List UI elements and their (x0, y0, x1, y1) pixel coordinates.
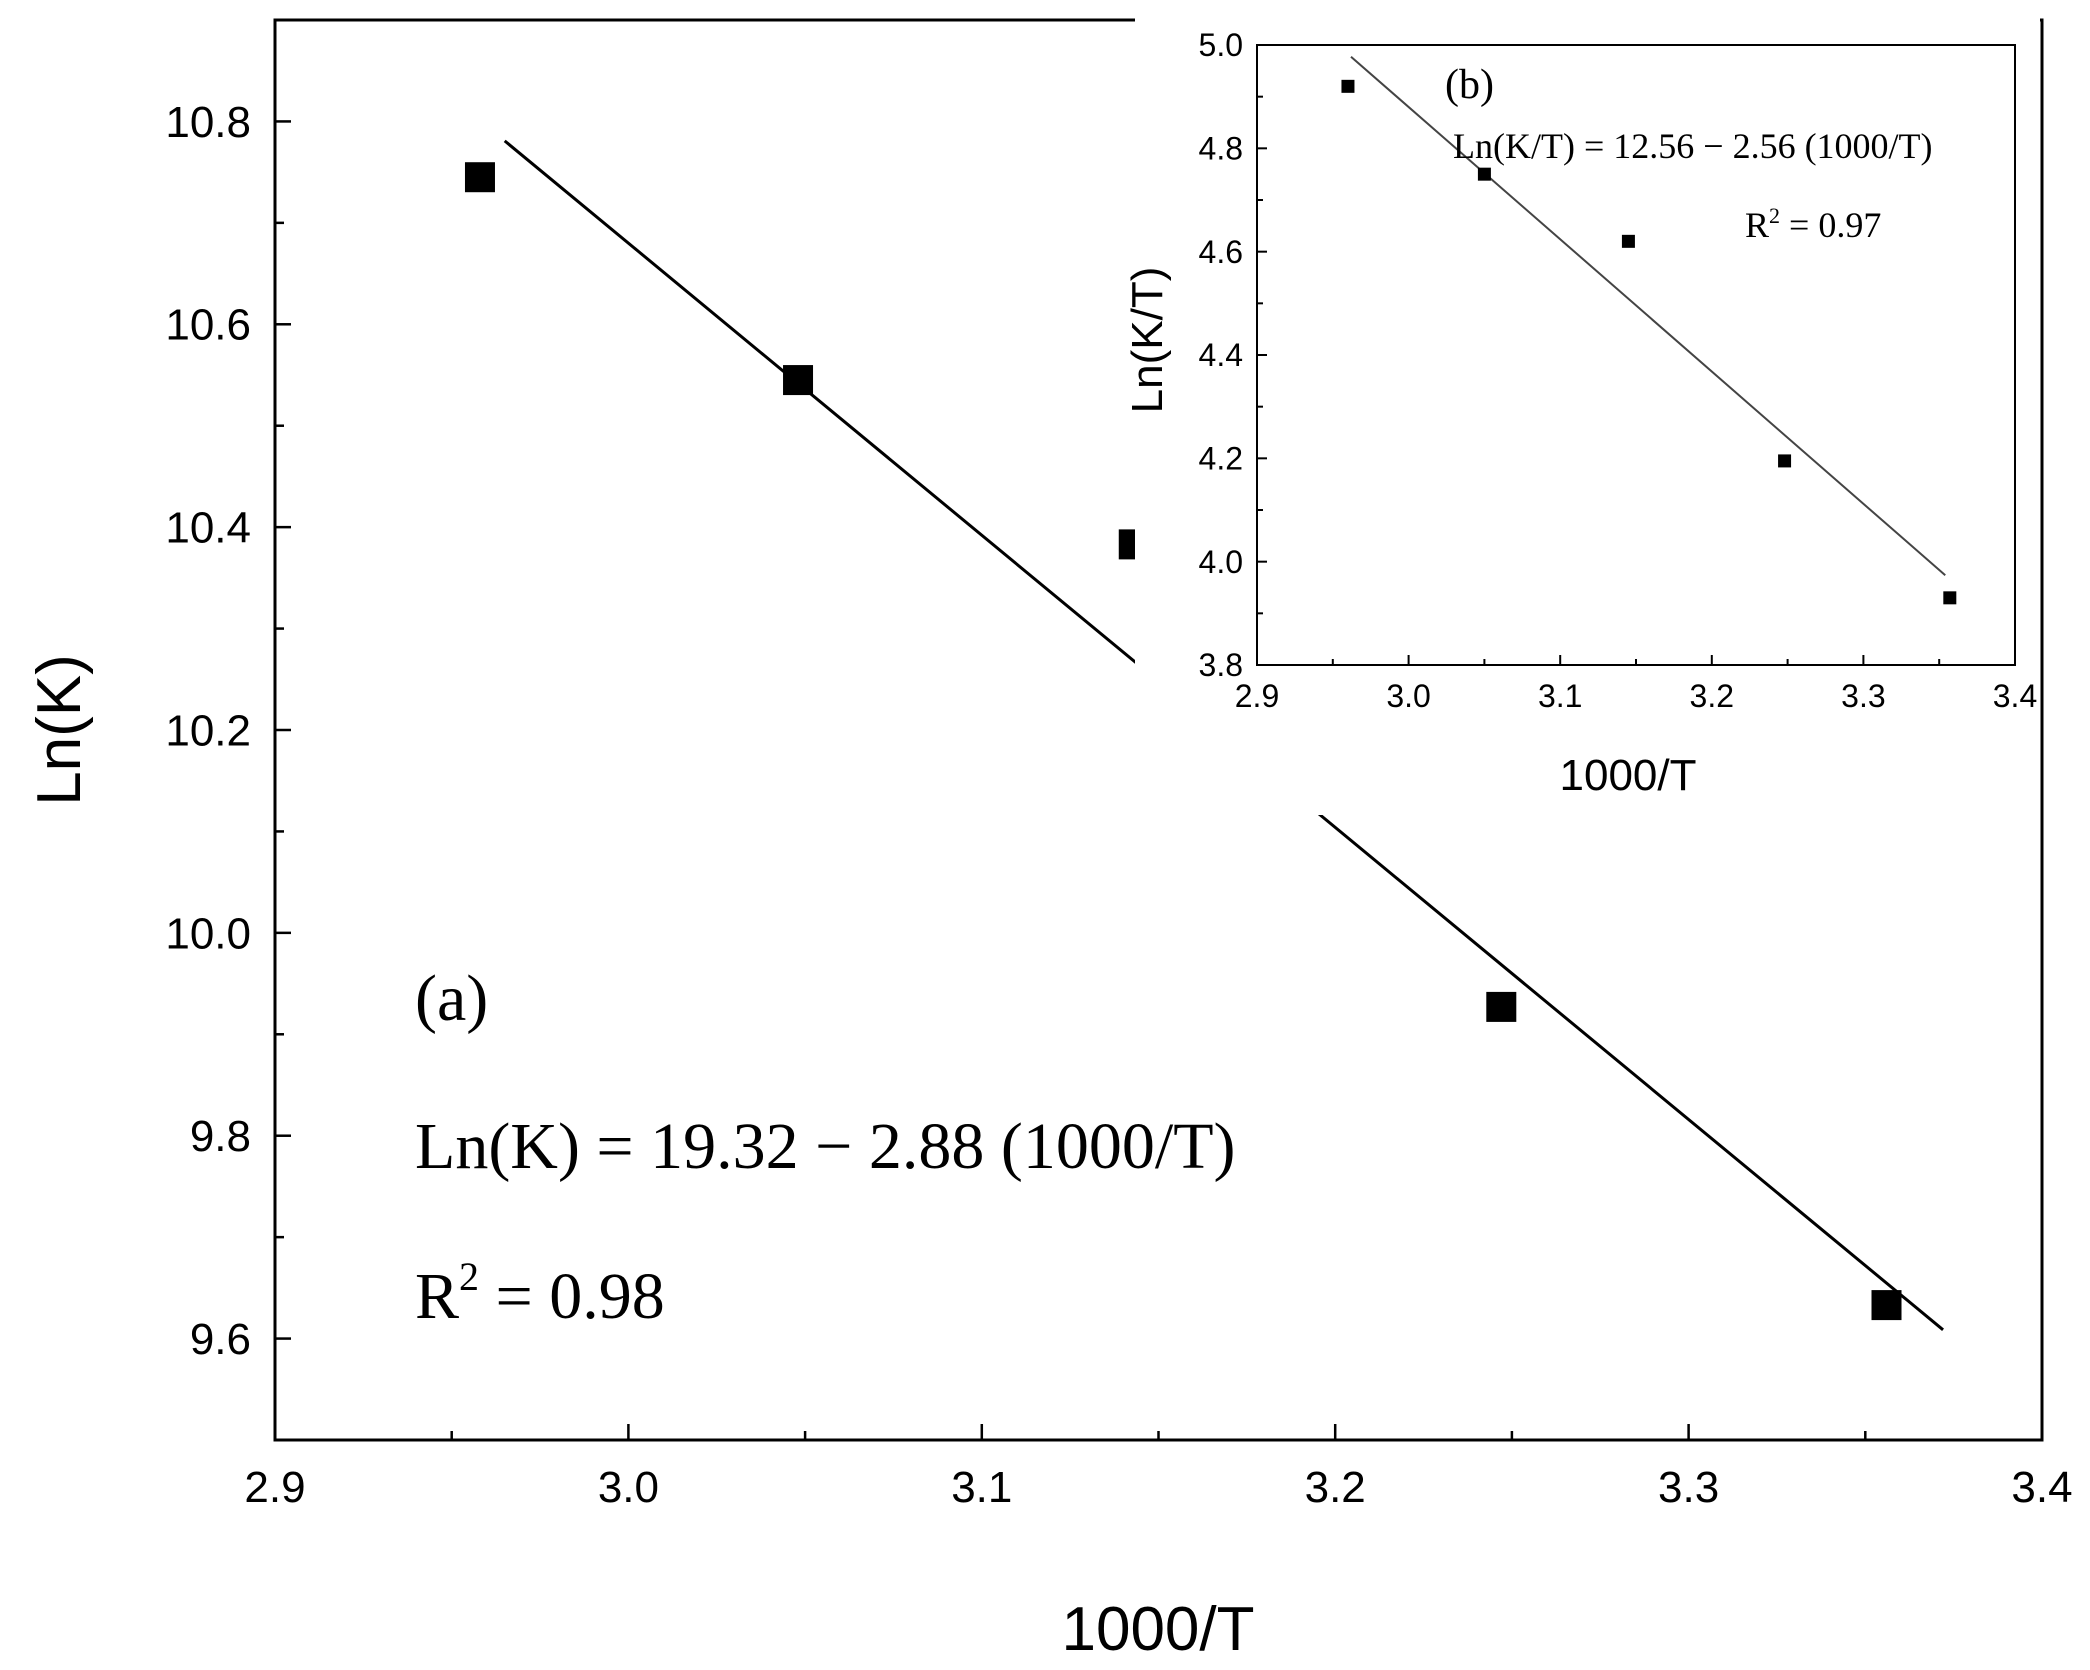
inset-fit-equation: Ln(K/T) = 12.56 − 2.56 (1000/T) (1453, 126, 1933, 166)
x-tick-label: 2.9 (1235, 678, 1279, 714)
y-tick-label: 10.2 (165, 706, 251, 755)
data-point (1477, 167, 1491, 181)
y-tick-label: 4.6 (1199, 234, 1243, 270)
data-point (1621, 234, 1635, 248)
x-tick-label: 3.1 (951, 1463, 1012, 1512)
inset-r-squared: R2 = 0.97 (1745, 203, 1881, 245)
y-tick-label: 10.6 (165, 301, 251, 350)
y-tick-label: 4.0 (1199, 544, 1243, 580)
data-point (1341, 79, 1355, 93)
data-point (1871, 1290, 1902, 1321)
data-point (783, 365, 814, 396)
y-tick-label: 4.4 (1199, 337, 1243, 373)
y-tick-label: 3.8 (1199, 647, 1243, 683)
y-tick-label: 4.8 (1199, 131, 1243, 167)
y-tick-label: 10.4 (165, 504, 251, 553)
main-r2-superscript: 2 (459, 1254, 479, 1299)
main-chart: 9.69.810.010.210.410.610.8 2.9 3.0 3.1 3.2 3… (25, 18, 2073, 1664)
main-r2-value: = 0.98 (479, 1260, 665, 1333)
x-tick-label: 2.9 (244, 1463, 305, 1512)
x-tick-label: 3.3 (1841, 678, 1885, 714)
main-y-axis-label: Ln(K) (25, 654, 94, 806)
data-point (1486, 991, 1517, 1022)
inset-data-points (1341, 79, 1957, 605)
panel-a-label: (a) (415, 962, 488, 1035)
inset-y-axis-label: Ln(K/T) (1123, 267, 1172, 414)
y-tick-label: 9.8 (190, 1112, 251, 1161)
inset-chart: 3.8 4.0 4.2 4.4 4.6 4.8 5.0 2.9 3.0 3.1 3.2 3.3 3.4… (1123, 15, 2040, 815)
data-point (1943, 591, 1957, 605)
y-tick-label: 10.0 (165, 909, 251, 958)
y-tick-label: 4.2 (1199, 441, 1243, 477)
main-r-squared: R2 = 0.98 (415, 1254, 665, 1333)
y-tick-label: 10.8 (165, 98, 251, 147)
inset-y-ticks: 3.8 4.0 4.2 4.4 4.6 4.8 5.0 (1199, 27, 1267, 683)
inset-r2-value: = 0.97 (1780, 205, 1881, 245)
panel-b-label: (b) (1445, 62, 1494, 108)
y-tick-label: 5.0 (1199, 27, 1243, 63)
data-point (464, 162, 495, 193)
x-tick-label: 3.1 (1538, 678, 1582, 714)
x-tick-label: 3.2 (1305, 1463, 1366, 1512)
inset-x-ticks: 2.9 3.0 3.1 3.2 3.3 3.4 (1235, 655, 2037, 714)
main-y-ticks: 9.6 9.8 10.0 10.2 10.4 10.6 10.8 (165, 98, 291, 1364)
inset-fit-line (1350, 55, 1946, 576)
main-fit-equation: Ln(K) = 19.32 − 2.88 (1000/T) (415, 1110, 1236, 1183)
inset-r2-letter: R (1745, 205, 1769, 245)
data-point (1778, 454, 1792, 468)
x-tick-label: 3.0 (1386, 678, 1430, 714)
main-r2-letter: R (415, 1260, 459, 1333)
x-tick-label: 3.4 (1993, 678, 2037, 714)
x-tick-label: 3.0 (598, 1463, 659, 1512)
main-x-axis-label: 1000/T (1061, 1595, 1254, 1664)
main-x-ticks: 2.9 3.0 3.1 3.2 3.3 3.4 (244, 1424, 2073, 1512)
y-tick-label: 9.6 (190, 1315, 251, 1364)
inset-r2-superscript: 2 (1769, 203, 1780, 228)
x-tick-label: 3.4 (2011, 1463, 2072, 1512)
x-tick-label: 3.3 (1658, 1463, 1719, 1512)
x-tick-label: 3.2 (1690, 678, 1734, 714)
inset-x-axis-label: 1000/T (1560, 751, 1697, 800)
inset-background (1135, 15, 2040, 815)
main-data-points (464, 162, 1902, 1321)
